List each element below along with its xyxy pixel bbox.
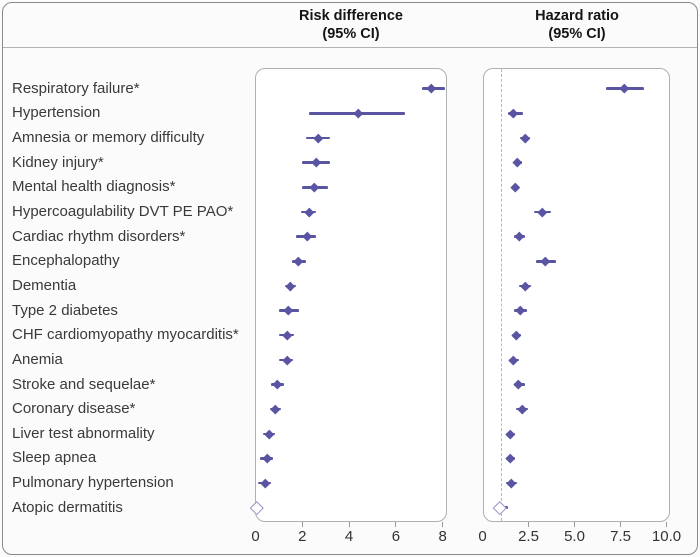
row-label: Dementia xyxy=(12,276,77,294)
axis-tick-label: 8 xyxy=(438,528,447,545)
row-label: Type 2 diabetes xyxy=(12,301,118,319)
risk-difference-title-line1: Risk difference xyxy=(299,8,403,24)
hazard-ratio-title-line2: (95% CI) xyxy=(548,26,606,42)
axis-tick-label: 0 xyxy=(251,528,260,545)
axis-tick-mark xyxy=(442,522,444,527)
header-divider xyxy=(3,47,697,48)
row-label: Pulmonary hypertension xyxy=(12,474,174,492)
row-label: Atopic dermatitis xyxy=(12,498,123,516)
axis-tick-label: 4 xyxy=(344,528,354,545)
row-label: Hypertension xyxy=(12,104,101,122)
axis-tick-mark xyxy=(665,522,668,527)
axis-tick-label: 5.0 xyxy=(564,528,585,545)
axis-tick-mark xyxy=(395,522,397,527)
risk-difference-title: Risk difference (95% CI) xyxy=(261,7,441,43)
hazard-ratio-panel xyxy=(483,68,670,522)
row-label: Stroke and sequelae* xyxy=(12,375,156,393)
axis-tick-label: 7.5 xyxy=(610,528,631,545)
row-label: CHF cardiomyopathy myocarditis* xyxy=(12,326,239,344)
hazard-ratio-title: Hazard ratio (95% CI) xyxy=(487,7,667,43)
axis-tick-label: 2 xyxy=(298,528,307,545)
row-label: Cardiac rhythm disorders* xyxy=(12,227,186,245)
row-label: Amnesia or memory difficulty xyxy=(12,129,205,146)
row-label: Coronary disease* xyxy=(12,400,136,418)
axis-tick-mark xyxy=(301,522,303,527)
row-label: Mental health diagnosis* xyxy=(12,178,176,196)
row-label: Kidney injury* xyxy=(12,153,104,171)
risk-difference-panel xyxy=(255,68,447,522)
row-label: Liver test abnormality xyxy=(12,424,155,442)
axis-tick-label: 0 xyxy=(478,528,487,545)
row-label: Encephalopathy xyxy=(12,252,120,270)
axis-tick-label: 2.5 xyxy=(518,528,539,545)
row-label: Respiratory failure* xyxy=(12,79,140,97)
row-label: Anemia xyxy=(12,350,63,368)
hazard-ratio-title-line1: Hazard ratio xyxy=(535,8,619,24)
axis-tick-mark xyxy=(573,522,576,527)
axis-tick-mark xyxy=(619,522,622,527)
axis-tick-mark xyxy=(348,522,350,527)
axis-tick-label: 6 xyxy=(391,528,401,545)
axis-tick-label: 10.0 xyxy=(651,528,682,545)
row-label: Hypercoagulability DVT PE PAO* xyxy=(12,202,234,220)
axis-tick-mark xyxy=(527,522,530,527)
reference-line xyxy=(500,69,502,521)
row-label: Sleep apnea xyxy=(12,449,97,467)
risk-difference-title-line2: (95% CI) xyxy=(322,26,380,42)
